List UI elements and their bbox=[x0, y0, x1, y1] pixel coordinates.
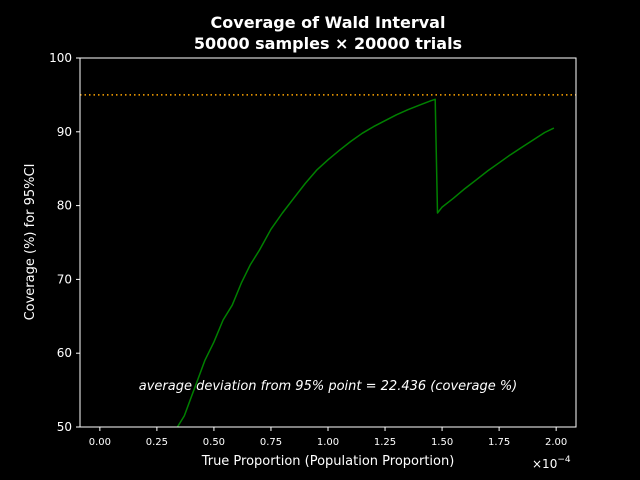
x-tick-label: 0.25 bbox=[146, 437, 168, 448]
x-tick-label: 2.00 bbox=[545, 437, 567, 448]
series-line bbox=[176, 98, 555, 428]
y-tick-label: 70 bbox=[57, 272, 72, 286]
x-tick-label: 1.25 bbox=[374, 437, 396, 448]
chart-subtitle: 50000 samples × 20000 trials bbox=[194, 34, 462, 53]
annotation: average deviation from 95% point = 22.43… bbox=[139, 379, 518, 394]
x-axis-label: True Proportion (Population Proportion) bbox=[201, 454, 455, 469]
y-tick-label: 50 bbox=[57, 420, 72, 434]
x-tick-label: 0.50 bbox=[203, 437, 225, 448]
axes-frame bbox=[79, 57, 577, 428]
y-tick-label: 80 bbox=[57, 199, 72, 213]
y-axis: 50 60 70 80 90 100 bbox=[49, 51, 80, 434]
y-tick-label: 60 bbox=[57, 346, 72, 360]
x-tick-label: 1.00 bbox=[317, 437, 339, 448]
x-axis: 0.00 0.25 0.50 0.75 1.00 1.25 1.50 1.75 2.00 bbox=[89, 427, 567, 448]
x-tick-label: 0.00 bbox=[89, 437, 111, 448]
y-axis-label: Coverage (%) for 95%CI bbox=[23, 164, 38, 321]
x-tick-label: 1.50 bbox=[431, 437, 453, 448]
x-tick-label: 1.75 bbox=[488, 437, 510, 448]
y-tick-label: 100 bbox=[49, 51, 72, 65]
y-tick-label: 90 bbox=[57, 125, 72, 139]
plot-area bbox=[79, 57, 577, 428]
chart-title: Coverage of Wald Interval bbox=[211, 13, 446, 32]
x-offset-label: ×10−4 bbox=[532, 455, 571, 471]
x-tick-label: 0.75 bbox=[260, 437, 282, 448]
